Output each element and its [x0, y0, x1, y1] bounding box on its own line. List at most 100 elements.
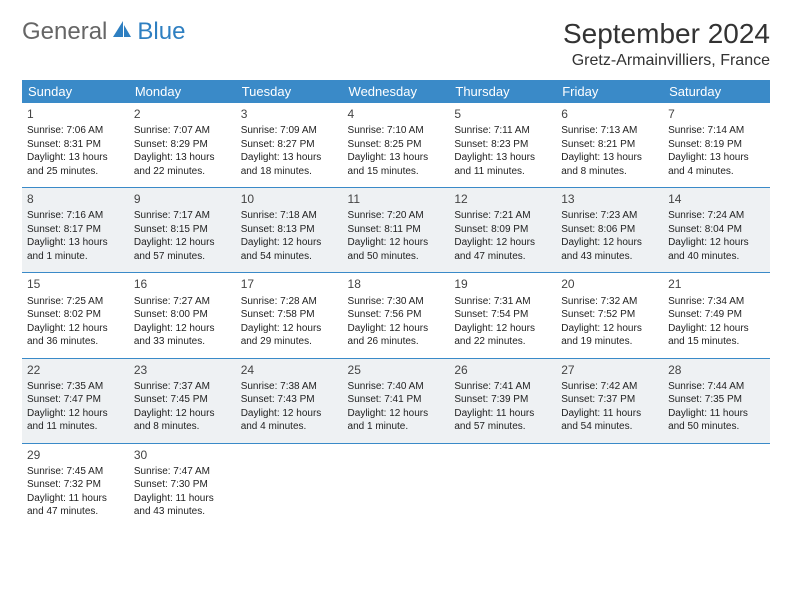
sunrise-line: Sunrise: 7:28 AM: [241, 295, 338, 309]
sunrise-line: Sunrise: 7:44 AM: [668, 380, 765, 394]
calendar-day-cell: 19Sunrise: 7:31 AMSunset: 7:54 PMDayligh…: [449, 273, 556, 358]
calendar-day-cell: 4Sunrise: 7:10 AMSunset: 8:25 PMDaylight…: [343, 103, 450, 188]
calendar-day-cell: 8 Sunrise: 7:16 AMSunset: 8:17 PMDaylight…: [22, 188, 129, 273]
day-number: 1: [27, 106, 124, 122]
sunset-line: Sunset: 7:54 PM: [454, 308, 551, 322]
sunset-line: Sunset: 7:32 PM: [27, 478, 124, 492]
day-number: 8: [27, 191, 124, 207]
calendar-day-cell: [343, 443, 450, 528]
sunset-line: Sunset: 7:30 PM: [134, 478, 231, 492]
daylight-line: Daylight: 12 hours and 50 minutes.: [348, 236, 445, 263]
day-number: 13: [561, 191, 658, 207]
calendar-week-row: 1Sunrise: 7:06 AMSunset: 8:31 PMDaylight…: [22, 103, 770, 188]
calendar-day-cell: 12Sunrise: 7:21 AMSunset: 8:09 PMDayligh…: [449, 188, 556, 273]
day-number: 26: [454, 362, 551, 378]
daylight-line: Daylight: 12 hours and 1 minute.: [348, 407, 445, 434]
daylight-line: Daylight: 12 hours and 57 minutes.: [134, 236, 231, 263]
calendar-day-cell: 15Sunrise: 7:25 AMSunset: 8:02 PMDayligh…: [22, 273, 129, 358]
day-number: 7: [668, 106, 765, 122]
calendar-day-cell: 23Sunrise: 7:37 AMSunset: 7:45 PMDayligh…: [129, 358, 236, 443]
sunrise-line: Sunrise: 7:17 AM: [134, 209, 231, 223]
sunset-line: Sunset: 7:49 PM: [668, 308, 765, 322]
calendar-day-cell: 27Sunrise: 7:42 AMSunset: 7:37 PMDayligh…: [556, 358, 663, 443]
day-number: 30: [134, 447, 231, 463]
sunset-line: Sunset: 8:17 PM: [27, 223, 124, 237]
sunrise-line: Sunrise: 7:13 AM: [561, 124, 658, 138]
daylight-line: Daylight: 12 hours and 40 minutes.: [668, 236, 765, 263]
daylight-line: Daylight: 12 hours and 15 minutes.: [668, 322, 765, 349]
day-number: 12: [454, 191, 551, 207]
day-number: 10: [241, 191, 338, 207]
day-number: 2: [134, 106, 231, 122]
calendar-day-cell: 10Sunrise: 7:18 AMSunset: 8:13 PMDayligh…: [236, 188, 343, 273]
sunrise-line: Sunrise: 7:27 AM: [134, 295, 231, 309]
sunset-line: Sunset: 8:04 PM: [668, 223, 765, 237]
sunrise-line: Sunrise: 7:07 AM: [134, 124, 231, 138]
sunset-line: Sunset: 7:37 PM: [561, 393, 658, 407]
header: General Blue September 2024 Gretz-Armain…: [22, 18, 770, 70]
sunrise-line: Sunrise: 7:38 AM: [241, 380, 338, 394]
sunrise-line: Sunrise: 7:20 AM: [348, 209, 445, 223]
sunset-line: Sunset: 8:29 PM: [134, 138, 231, 152]
daylight-line: Daylight: 12 hours and 26 minutes.: [348, 322, 445, 349]
calendar-week-row: 29Sunrise: 7:45 AMSunset: 7:32 PMDayligh…: [22, 443, 770, 528]
weekday-header: Sunday: [22, 80, 129, 103]
daylight-line: Daylight: 12 hours and 22 minutes.: [454, 322, 551, 349]
calendar-day-cell: 24 Sunrise: 7:38 AMSunset: 7:43 PMDayligh…: [236, 358, 343, 443]
location: Gretz-Armainvilliers, France: [563, 52, 770, 70]
calendar-week-row: 22Sunrise: 7:35 AMSunset: 7:47 PMDayligh…: [22, 358, 770, 443]
sunrise-line: Sunrise: 7:10 AM: [348, 124, 445, 138]
calendar-day-cell: 14Sunrise: 7:24 AMSunset: 8:04 PMDayligh…: [663, 188, 770, 273]
sunset-line: Sunset: 8:21 PM: [561, 138, 658, 152]
logo-text-blue: Blue: [137, 18, 185, 46]
day-number: 14: [668, 191, 765, 207]
sunset-line: Sunset: 7:58 PM: [241, 308, 338, 322]
sunrise-line: Sunrise: 7:32 AM: [561, 295, 658, 309]
sunrise-line: Sunrise: 7:11 AM: [454, 124, 551, 138]
calendar-day-cell: 29Sunrise: 7:45 AMSunset: 7:32 PMDayligh…: [22, 443, 129, 528]
daylight-line: Daylight: 13 hours and 1 minute.: [27, 236, 124, 263]
sunrise-line: Sunrise: 7:40 AM: [348, 380, 445, 394]
calendar-day-cell: 11Sunrise: 7:20 AMSunset: 8:11 PMDayligh…: [343, 188, 450, 273]
sunrise-line: Sunrise: 7:34 AM: [668, 295, 765, 309]
day-number: 16: [134, 276, 231, 292]
sunset-line: Sunset: 8:09 PM: [454, 223, 551, 237]
daylight-line: Daylight: 12 hours and 4 minutes.: [241, 407, 338, 434]
sunset-line: Sunset: 8:11 PM: [348, 223, 445, 237]
sunrise-line: Sunrise: 7:41 AM: [454, 380, 551, 394]
weekday-header: Tuesday: [236, 80, 343, 103]
calendar-day-cell: 5Sunrise: 7:11 AMSunset: 8:23 PMDaylight…: [449, 103, 556, 188]
day-number: 24: [241, 362, 338, 378]
sunset-line: Sunset: 7:41 PM: [348, 393, 445, 407]
calendar-day-cell: 3Sunrise: 7:09 AMSunset: 8:27 PMDaylight…: [236, 103, 343, 188]
sunset-line: Sunset: 8:06 PM: [561, 223, 658, 237]
day-number: 28: [668, 362, 765, 378]
calendar-day-cell: 1Sunrise: 7:06 AMSunset: 8:31 PMDaylight…: [22, 103, 129, 188]
calendar-day-cell: 9Sunrise: 7:17 AMSunset: 8:15 PMDaylight…: [129, 188, 236, 273]
sunrise-line: Sunrise: 7:23 AM: [561, 209, 658, 223]
day-number: 6: [561, 106, 658, 122]
calendar-week-row: 15Sunrise: 7:25 AMSunset: 8:02 PMDayligh…: [22, 273, 770, 358]
logo-sail-icon: [111, 18, 133, 46]
calendar-week-row: 8Sunrise: 7:16 AMSunset: 8:17 PMDaylight…: [22, 188, 770, 273]
calendar-day-cell: [556, 443, 663, 528]
sunrise-line: Sunrise: 7:35 AM: [27, 380, 124, 394]
sunset-line: Sunset: 8:02 PM: [27, 308, 124, 322]
logo-text-general: General: [22, 18, 107, 46]
sunrise-line: Sunrise: 7:16 AM: [27, 209, 124, 223]
day-number: 25: [348, 362, 445, 378]
title-block: September 2024 Gretz-Armainvilliers, Fra…: [563, 18, 770, 70]
sunset-line: Sunset: 7:43 PM: [241, 393, 338, 407]
sunset-line: Sunset: 8:31 PM: [27, 138, 124, 152]
daylight-line: Daylight: 13 hours and 11 minutes.: [454, 151, 551, 178]
sunrise-line: Sunrise: 7:47 AM: [134, 465, 231, 479]
daylight-line: Daylight: 11 hours and 50 minutes.: [668, 407, 765, 434]
calendar-day-cell: 20Sunrise: 7:32 AMSunset: 7:52 PMDayligh…: [556, 273, 663, 358]
calendar-table: Sunday Monday Tuesday Wednesday Thursday…: [22, 80, 770, 528]
day-number: 23: [134, 362, 231, 378]
sunset-line: Sunset: 7:56 PM: [348, 308, 445, 322]
sunset-line: Sunset: 8:15 PM: [134, 223, 231, 237]
daylight-line: Daylight: 12 hours and 47 minutes.: [454, 236, 551, 263]
daylight-line: Daylight: 12 hours and 8 minutes.: [134, 407, 231, 434]
calendar-day-cell: 17Sunrise: 7:28 AMSunset: 7:58 PMDayligh…: [236, 273, 343, 358]
